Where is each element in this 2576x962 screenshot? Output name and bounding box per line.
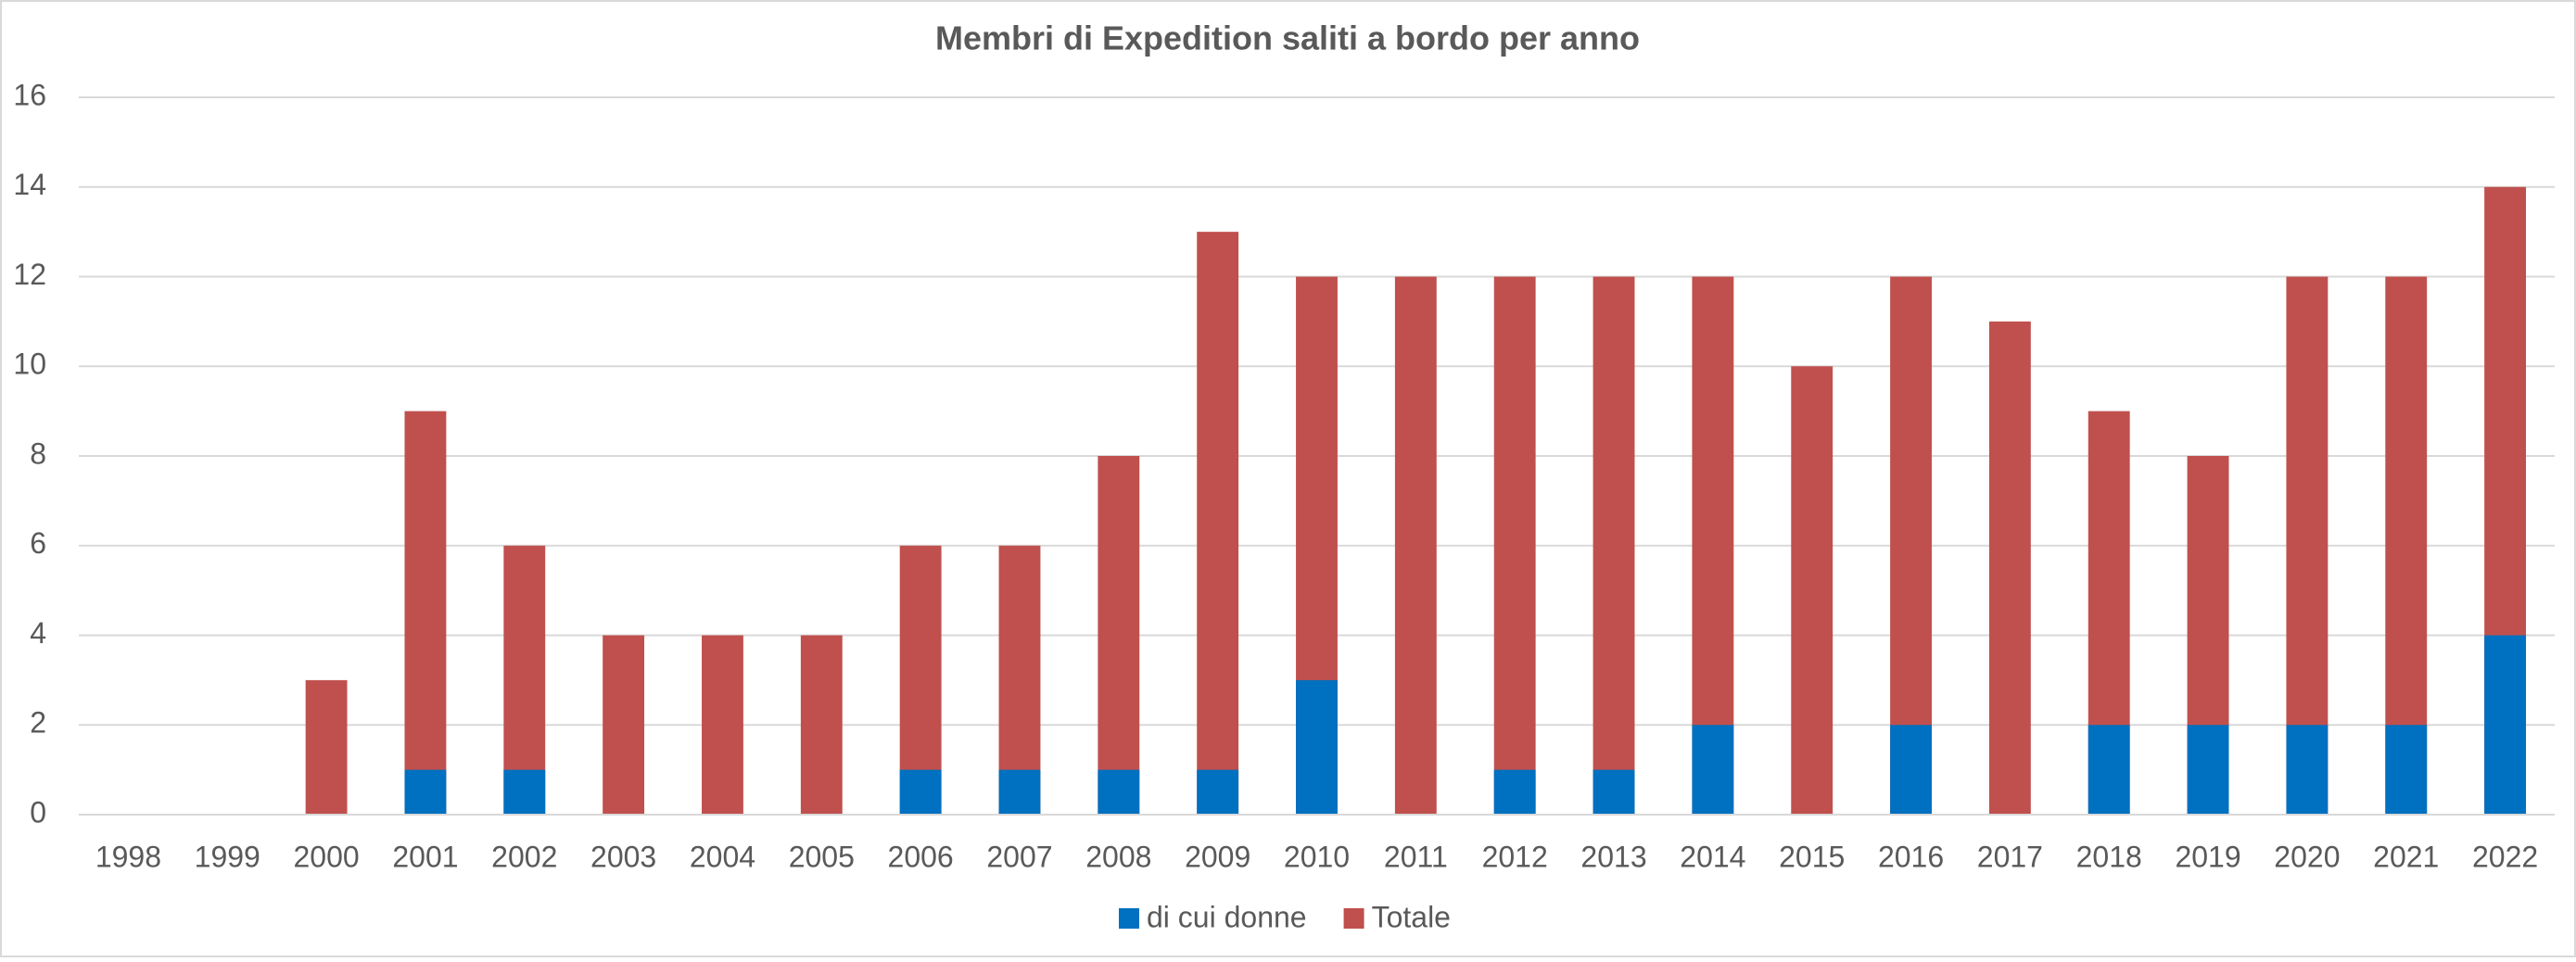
x-tick-label: 2015: [1779, 840, 1845, 873]
bar: [702, 635, 743, 815]
bar: [2484, 635, 2527, 815]
bar: [503, 769, 546, 815]
y-tick-label: 2: [30, 706, 46, 740]
y-tick-label: 8: [30, 437, 46, 470]
bar: [2286, 725, 2329, 815]
x-tick-label: 2010: [1284, 840, 1350, 873]
x-tick-label: 2008: [1085, 840, 1151, 873]
bar: [899, 769, 942, 815]
x-tick-label: 2021: [2373, 840, 2439, 873]
x-tick-label: 2019: [2175, 840, 2240, 873]
x-tick-label: 2022: [2472, 840, 2538, 873]
bar: [1197, 769, 1239, 815]
bar: [1197, 232, 1239, 815]
bar: [1988, 321, 2031, 815]
bar: [1098, 456, 1140, 815]
legend-swatch: [1119, 908, 1139, 929]
bar: [404, 411, 447, 815]
bar: [1890, 725, 1932, 815]
y-tick-label: 0: [30, 795, 46, 829]
x-tick-label: 2017: [1977, 840, 2043, 873]
x-tick-label: 2012: [1482, 840, 1548, 873]
legend-label: di cui donne: [1147, 900, 1307, 933]
x-tick-label: 2013: [1580, 840, 1646, 873]
x-tick-label: 1998: [95, 840, 161, 873]
chart-title: Membri di Expedition saliti a bordo per …: [935, 19, 1640, 57]
bar: [1593, 769, 1635, 815]
x-tick-label: 2014: [1680, 840, 1745, 873]
bar: [1692, 725, 1734, 815]
y-tick-label: 16: [13, 78, 46, 111]
x-tick-label: 1999: [195, 840, 260, 873]
y-tick-label: 14: [13, 168, 46, 201]
x-tick-label: 2002: [491, 840, 557, 873]
x-tick-label: 2000: [294, 840, 360, 873]
y-tick-label: 4: [30, 616, 46, 650]
bar: [1493, 769, 1536, 815]
bar: [1394, 276, 1437, 815]
legend-label: Totale: [1372, 900, 1451, 933]
bar: [800, 635, 843, 815]
bar: [603, 635, 645, 815]
bar: [2385, 725, 2428, 815]
y-tick-label: 10: [13, 348, 46, 381]
x-tick-label: 2001: [392, 840, 458, 873]
x-tick-label: 2018: [2076, 840, 2142, 873]
bar: [1296, 679, 1338, 815]
bar: [1593, 276, 1635, 815]
bar: [2187, 725, 2229, 815]
x-tick-label: 2005: [789, 840, 855, 873]
bar: [1791, 366, 1834, 815]
bar: [998, 769, 1041, 815]
bar: [1493, 276, 1536, 815]
x-tick-label: 2011: [1384, 840, 1448, 873]
y-tick-label: 6: [30, 526, 46, 560]
bar: [2087, 725, 2130, 815]
x-tick-label: 2016: [1878, 840, 1944, 873]
x-tick-label: 2007: [986, 840, 1052, 873]
bar: [1098, 769, 1140, 815]
x-tick-label: 2006: [888, 840, 954, 873]
x-tick-label: 2004: [690, 840, 755, 873]
x-tick-label: 2009: [1185, 840, 1250, 873]
bar: [305, 679, 348, 815]
legend-swatch: [1343, 908, 1364, 929]
y-tick-label: 12: [13, 258, 46, 291]
bar: [404, 769, 447, 815]
x-tick-label: 2020: [2274, 840, 2340, 873]
x-tick-label: 2003: [590, 840, 656, 873]
